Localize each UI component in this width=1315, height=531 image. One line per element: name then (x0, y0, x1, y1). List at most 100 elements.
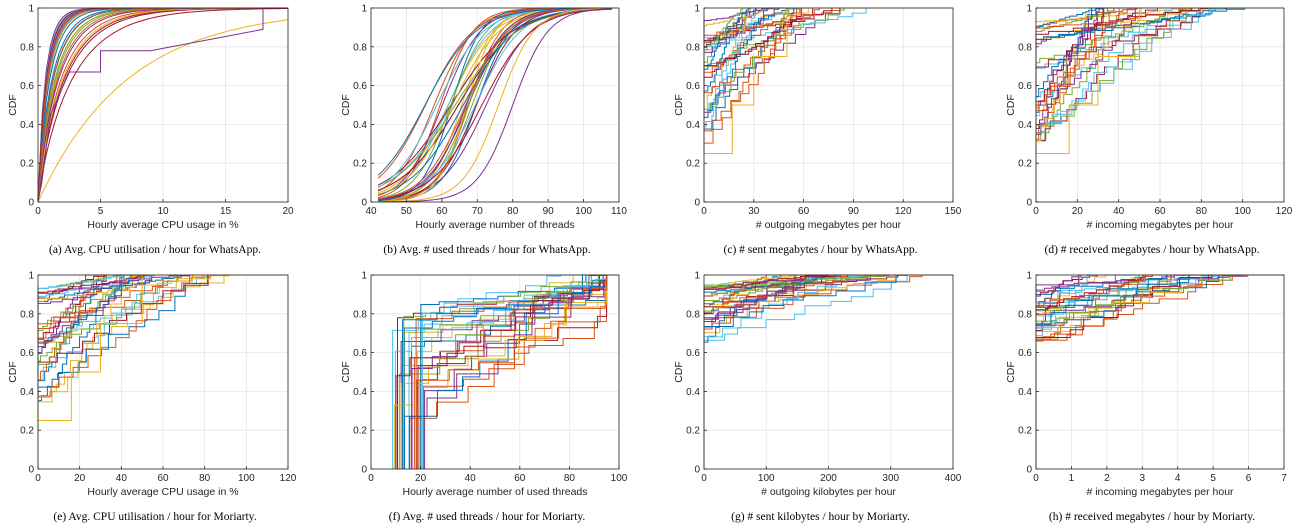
y-axis-label: CDF (7, 94, 19, 116)
x-tick-label: 20 (1072, 206, 1084, 217)
cdf-series-line (1035, 7, 1284, 202)
cdf-series-line (1035, 7, 1284, 202)
x-axis-label: # outgoing kilobytes per hour (761, 486, 896, 498)
cdf-series-line (37, 274, 288, 469)
x-tick-label: 90 (848, 206, 860, 217)
x-tick-label: 80 (507, 206, 519, 217)
cdf-series-line (378, 8, 612, 203)
x-tick-label: 100 (611, 473, 628, 484)
cdf-series-line (403, 274, 619, 469)
cdf-series-line (378, 7, 612, 200)
y-tick-label: 0.4 (686, 120, 700, 131)
x-tick-label: 40 (1113, 206, 1125, 217)
panel-caption: (a) Avg. CPU utilisation / hour for What… (49, 244, 261, 256)
cdf-series-line (703, 274, 953, 469)
cdf-series-line (37, 8, 288, 203)
y-tick-label: 0.2 (686, 159, 700, 170)
panel-caption: (g) # sent kilobytes / hour by Moriarty. (731, 511, 910, 523)
x-tick-label: 0 (1033, 473, 1039, 484)
y-tick-label: 0.8 (20, 42, 34, 53)
x-tick-label: 60 (798, 206, 810, 217)
panel-caption: (e) Avg. CPU utilisation / hour for Mori… (53, 511, 256, 523)
x-tick-label: 5 (98, 206, 104, 217)
panel-caption: (b) Avg. # used threads / hour for Whats… (383, 244, 590, 256)
cdf-series-line (404, 274, 619, 469)
cdf-series-line (1035, 274, 1284, 469)
x-tick-label: 200 (820, 473, 837, 484)
cdf-series-line (1035, 7, 1284, 202)
cdf-series-line (1035, 274, 1284, 469)
y-tick-label: 1 (1026, 271, 1032, 282)
cdf-series-line (703, 274, 953, 469)
y-tick-label: 0.8 (1018, 309, 1032, 320)
cdf-series-line (1035, 274, 1284, 469)
cdf-series-line (1035, 7, 1284, 202)
y-tick-label: 0.8 (1018, 42, 1032, 53)
panel-caption: (f) Avg. # used threads / hour for Moria… (389, 511, 586, 523)
y-tick-label: 0.2 (20, 426, 34, 437)
cdf-series-line (37, 274, 288, 469)
x-tick-label: 60 (157, 473, 169, 484)
cdf-series-line (1035, 274, 1284, 469)
x-tick-label: 2 (1104, 473, 1110, 484)
y-tick-label: 0.8 (686, 309, 700, 320)
cdf-series-line (392, 274, 619, 469)
cdf-series-line (37, 274, 288, 469)
y-tick-label: 0.2 (1018, 426, 1032, 437)
y-tick-label: 1 (28, 4, 34, 15)
chart-panel-e: 0 20 40 60 80 100 120 0 0.2 0.4 0.6 0.8 1 Hourly aver… (7, 271, 297, 524)
axes-box (1035, 274, 1285, 470)
cdf-series-line (37, 274, 288, 469)
x-tick-label: 40 (116, 473, 128, 484)
cdf-series-line (703, 274, 953, 469)
x-tick-label: 15 (220, 206, 232, 217)
y-tick-label: 0.2 (353, 159, 367, 170)
y-tick-label: 0 (28, 198, 34, 209)
y-tick-label: 0 (28, 465, 34, 476)
x-tick-label: 90 (543, 206, 555, 217)
cdf-series-line (703, 7, 953, 202)
cdf-series-line (1035, 7, 1284, 202)
y-tick-label: 0 (694, 465, 700, 476)
y-tick-label: 0.6 (20, 348, 34, 359)
cdf-series-line (1035, 7, 1284, 202)
cdf-series-line (37, 274, 288, 469)
x-axis-label: Hourly average number of threads (415, 219, 574, 231)
y-tick-label: 0 (361, 198, 367, 209)
y-tick-label: 1 (361, 4, 367, 15)
x-tick-label: 100 (575, 206, 592, 217)
y-tick-label: 0.8 (686, 42, 700, 53)
y-tick-label: 1 (694, 271, 700, 282)
cdf-series-line (377, 8, 612, 188)
cdf-series-line (703, 274, 953, 469)
y-tick-label: 0.4 (353, 120, 367, 131)
cdf-series-line (703, 7, 953, 202)
y-axis-label: CDF (340, 94, 352, 116)
chart-panel-g: 0 100 200 300 400 0 0.2 0.4 0.6 0.8 1 # outgoing ki… (673, 271, 962, 524)
cdf-series-line (37, 274, 288, 469)
x-tick-label: 120 (280, 473, 297, 484)
x-tick-label: 80 (1196, 206, 1208, 217)
y-tick-label: 0.8 (353, 309, 367, 320)
x-tick-label: 6 (1246, 473, 1252, 484)
cdf-series-line (1035, 7, 1284, 202)
cdf-series-line (37, 274, 288, 469)
y-tick-label: 0.6 (686, 81, 700, 92)
cdf-series-line (378, 8, 612, 200)
x-tick-label: 70 (472, 206, 484, 217)
cdf-series-line (1035, 7, 1284, 202)
y-tick-label: 0.6 (1018, 348, 1032, 359)
x-tick-label: 10 (157, 206, 169, 217)
x-tick-label: 0 (35, 206, 41, 217)
x-tick-label: 40 (365, 206, 377, 217)
y-axis-label: CDF (1005, 361, 1017, 383)
x-tick-label: 60 (436, 206, 448, 217)
axes-box (370, 7, 620, 203)
y-tick-label: 0.6 (686, 348, 700, 359)
x-tick-label: 100 (1234, 206, 1251, 217)
x-tick-label: 110 (611, 206, 627, 217)
panel-caption: (h) # received megabytes / hour by Moria… (1049, 511, 1255, 523)
x-tick-label: 0 (35, 473, 41, 484)
plot-area (1036, 275, 1284, 469)
